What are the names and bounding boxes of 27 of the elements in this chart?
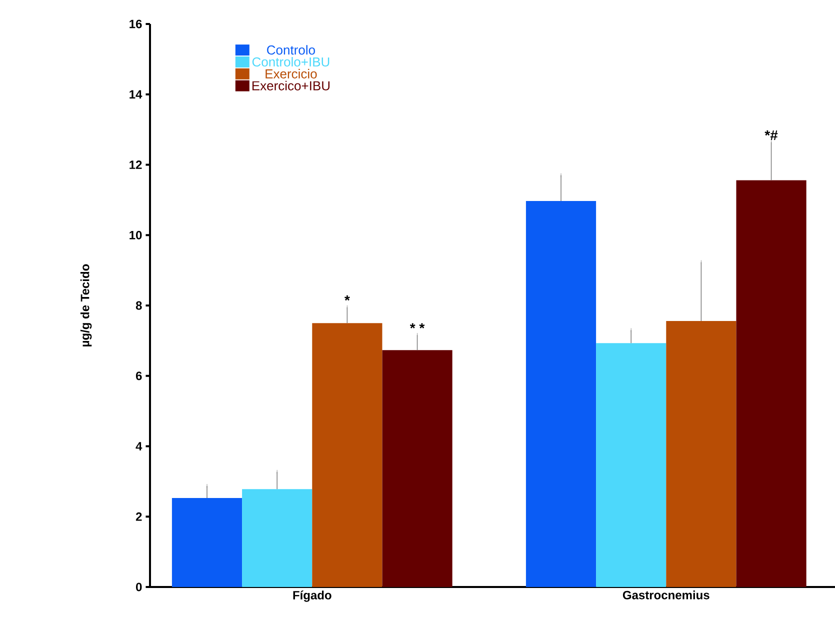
annotation: * * [410,323,425,328]
y-tick-label: 10 [130,230,142,240]
bar [172,498,242,587]
y-tick-label: 8 [136,301,142,310]
y-tick-label: 14 [130,90,142,98]
legend-label: Controlo+IBU [252,56,330,67]
annotation: *# [764,130,778,140]
bar [382,350,452,587]
legend-label: Exercicio [266,68,317,78]
bar [242,489,312,587]
y-tick-label: 6 [136,372,142,380]
annotation: * [344,295,350,301]
y-axis-title: µg/g de Tecido [80,264,92,346]
y-tick-label: 16 [130,20,142,28]
x-tick-label: Fígado [293,590,332,602]
y-tick-label: 2 [136,512,142,521]
bar [736,180,806,587]
legend-label: Controlo [267,45,315,55]
bar [312,323,382,587]
bar [596,343,666,587]
bar [666,320,736,587]
y-tick-label: 0 [136,582,142,592]
y-tick-label: 4 [136,442,142,450]
y-tick-label: 12 [130,160,142,169]
x-tick-label: Gastrocnemius [622,590,710,600]
legend-label: Exercico+IBU [252,80,330,90]
bar [526,200,596,587]
